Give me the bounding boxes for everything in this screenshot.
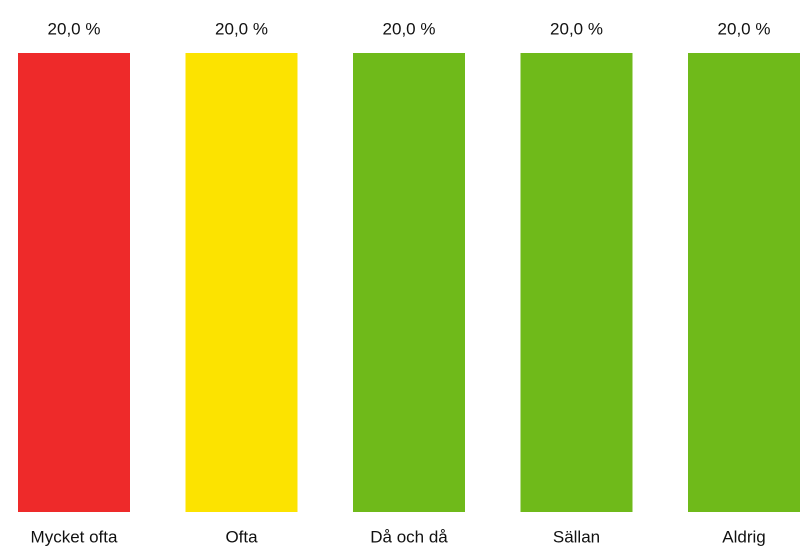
bar	[18, 53, 130, 512]
x-tick-label: Då och då	[370, 527, 448, 546]
value-label: 20,0 %	[718, 19, 771, 38]
value-label: 20,0 %	[383, 19, 436, 38]
bar	[353, 53, 465, 512]
value-label: 20,0 %	[48, 19, 101, 38]
x-tick-label: Ofta	[225, 527, 258, 546]
bar	[185, 53, 298, 512]
x-tick-label: Aldrig	[722, 527, 765, 546]
value-label: 20,0 %	[215, 19, 268, 38]
bar	[688, 53, 800, 512]
x-tick-label: Mycket ofta	[31, 527, 118, 546]
value-label: 20,0 %	[550, 19, 603, 38]
x-tick-label: Sällan	[553, 527, 600, 546]
bar	[520, 53, 633, 512]
